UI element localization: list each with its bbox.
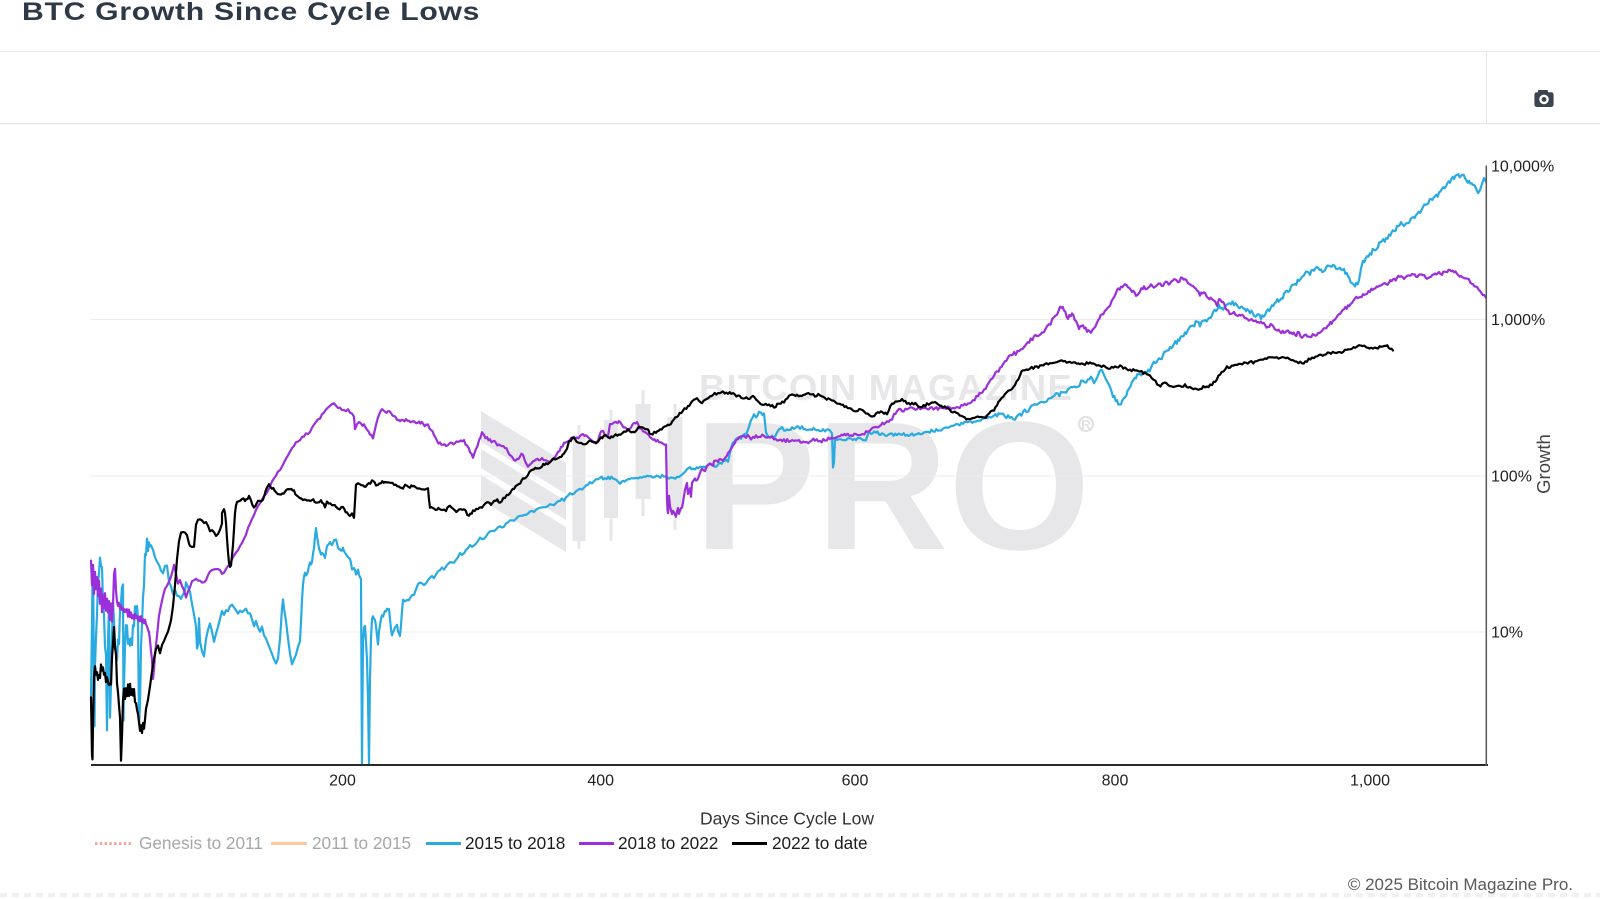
svg-text:800: 800 <box>1102 773 1129 790</box>
svg-text:Days Since Cycle Low: Days Since Cycle Low <box>700 809 874 829</box>
svg-text:BITCOIN MAGAZINE: BITCOIN MAGAZINE <box>699 367 1073 408</box>
svg-text:2018 to 2022: 2018 to 2022 <box>618 833 718 853</box>
svg-text:600: 600 <box>842 773 869 790</box>
svg-text:10%: 10% <box>1491 625 1523 642</box>
svg-text:1,000%: 1,000% <box>1491 312 1545 329</box>
svg-text:2022 to date: 2022 to date <box>772 833 868 853</box>
svg-text:Growth: Growth <box>1533 434 1554 494</box>
svg-text:2011 to 2015: 2011 to 2015 <box>312 833 411 853</box>
svg-text:2015 to 2018: 2015 to 2018 <box>465 833 565 853</box>
svg-text:10,000%: 10,000% <box>1491 159 1554 176</box>
svg-text:400: 400 <box>587 773 614 790</box>
svg-text:200: 200 <box>329 773 356 790</box>
svg-text:Genesis to 2011: Genesis to 2011 <box>139 833 263 853</box>
svg-text:R: R <box>1081 417 1091 432</box>
svg-text:1,000: 1,000 <box>1350 773 1390 790</box>
svg-text:100%: 100% <box>1491 469 1532 486</box>
